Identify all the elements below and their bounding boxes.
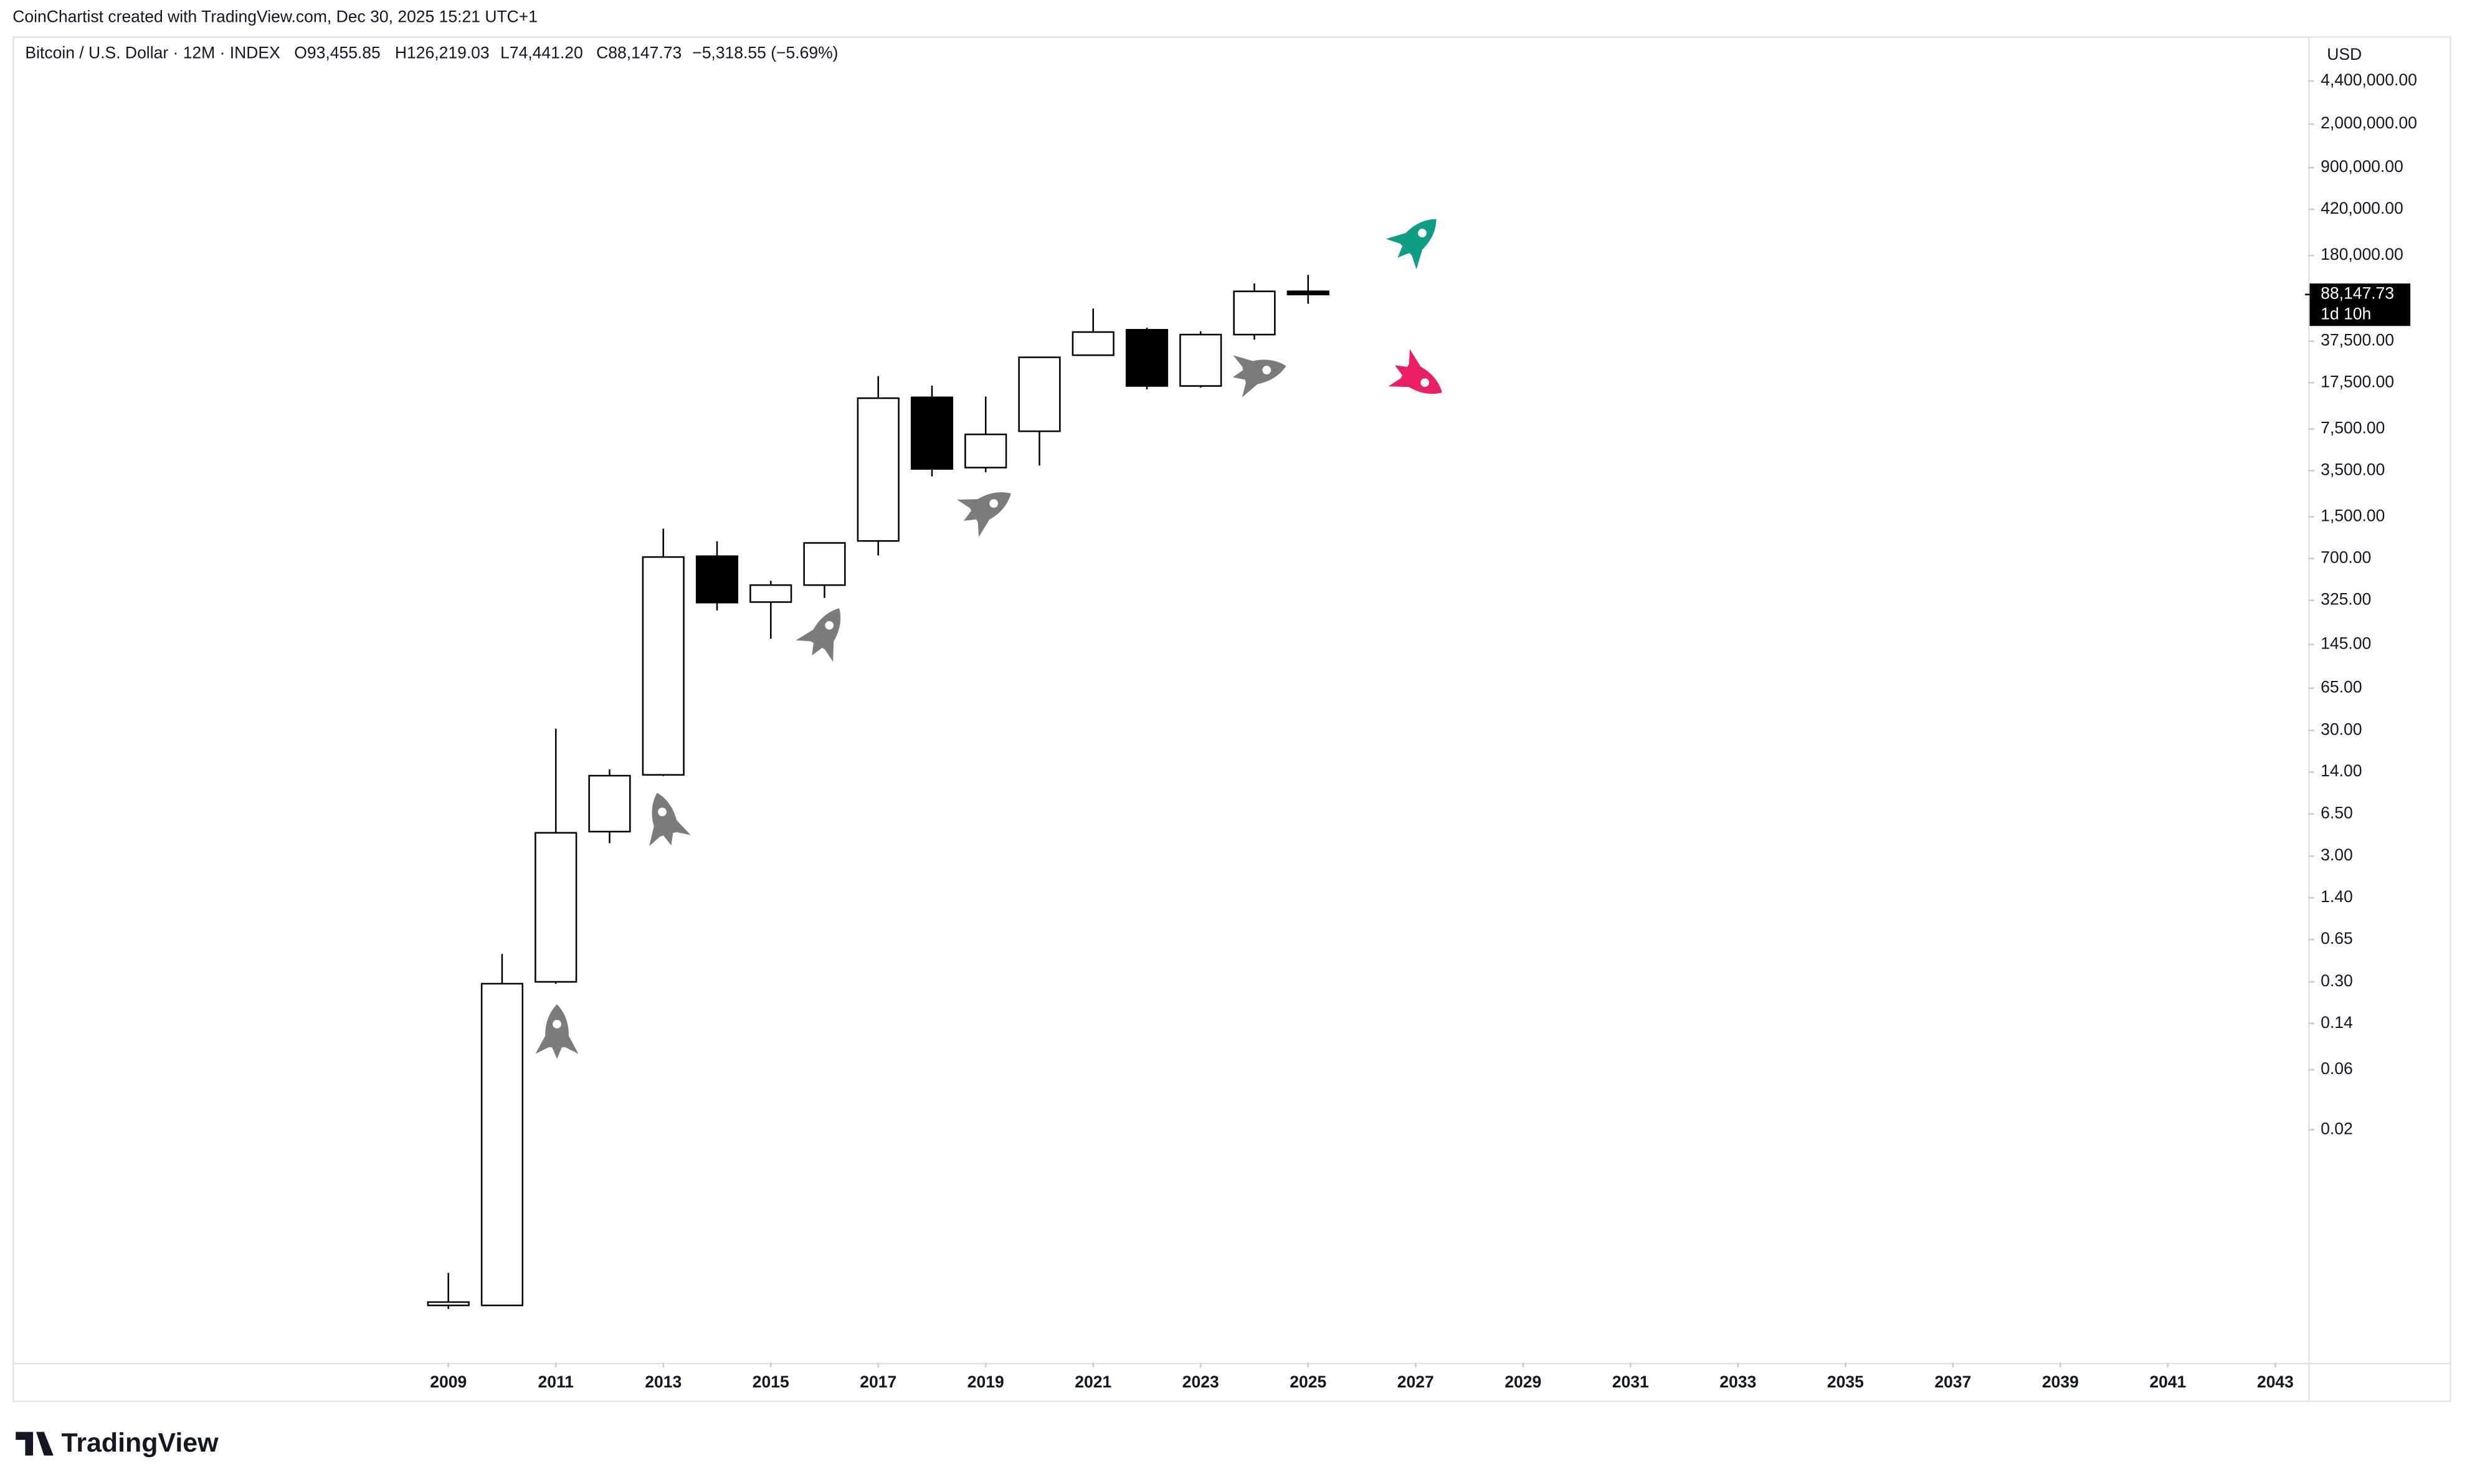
candle-body [1018, 356, 1061, 432]
candle-body [535, 832, 578, 983]
unit-bg [2309, 37, 2450, 73]
y-tick-label: 145.00 [2321, 634, 2371, 652]
y-tick-label: 700.00 [2321, 548, 2371, 566]
y-tick-label: 4,400,000.00 [2321, 70, 2417, 89]
x-tick-label: 2029 [1504, 1372, 1541, 1391]
brand-text: TradingView [61, 1428, 219, 1458]
y-tick-label: 3.00 [2321, 845, 2353, 864]
x-tick-label: 2019 [967, 1372, 1004, 1391]
y-tick-label: 2,000,000.00 [2321, 113, 2417, 132]
x-tick-label: 2013 [645, 1372, 682, 1391]
header: Bitcoin / U.S. Dollar · 12M · INDEX O93,… [25, 44, 838, 62]
candle-body [1286, 290, 1329, 295]
y-tick-label: 900,000.00 [2321, 157, 2403, 176]
x-tick-label: 2033 [1719, 1372, 1756, 1391]
symbol: Bitcoin / U.S. Dollar · 12M · INDEX [25, 44, 280, 62]
last-price-label: 88,147.73 [2321, 284, 2394, 303]
x-tick-label: 2017 [860, 1372, 896, 1391]
x-tick-label: 2021 [1075, 1372, 1111, 1391]
low-label: L74,441.20 [500, 44, 583, 62]
brand-logo [16, 1432, 54, 1456]
candle-body [642, 556, 685, 776]
x-tick-label: 2043 [2257, 1372, 2294, 1391]
candle-body [427, 1301, 470, 1306]
candle-body [588, 774, 631, 833]
credit: CoinChartist created with TradingView.co… [12, 7, 538, 26]
x-tick-label: 2009 [430, 1372, 467, 1391]
y-tick-label: 1.40 [2321, 887, 2353, 906]
open-label: O93,455.85 [294, 44, 381, 62]
candle-body [910, 396, 954, 470]
currency: USD [2327, 45, 2362, 64]
candle-body [1179, 333, 1222, 387]
y-tick-label: 37,500.00 [2321, 331, 2394, 350]
x-tick-label: 2037 [1934, 1372, 1971, 1391]
y-tick-label: 0.02 [2321, 1119, 2353, 1138]
x-tick-label: 2011 [538, 1372, 574, 1391]
candle-body [1125, 329, 1169, 387]
change-label: −5,318.55 (−5.69%) [692, 44, 838, 62]
y-tick-label: 14.00 [2321, 761, 2362, 780]
y-tick-label: 180,000.00 [2321, 245, 2403, 264]
close-label: C88,147.73 [596, 44, 682, 62]
y-tick-label: 65.00 [2321, 678, 2362, 697]
x-tick-label: 2031 [1612, 1372, 1649, 1391]
x-tick-label: 2015 [753, 1372, 789, 1391]
x-tick-label: 2041 [2149, 1372, 2186, 1391]
brand: TradingView [16, 1428, 219, 1458]
y-tick-label: 325.00 [2321, 590, 2371, 609]
x-tick-label: 2023 [1182, 1372, 1219, 1391]
y-tick-label: 30.00 [2321, 720, 2362, 738]
candle-body [803, 542, 846, 586]
x-tick-label: 2027 [1397, 1372, 1434, 1391]
high-label: H126,219.03 [395, 44, 490, 62]
y-tick-label: 3,500.00 [2321, 460, 2385, 478]
candle-body [480, 982, 524, 1306]
y-tick-label: 0.65 [2321, 929, 2353, 948]
candle-body [695, 555, 739, 604]
candle-body [749, 584, 792, 603]
x-tick-label: 2039 [2042, 1372, 2079, 1391]
y-tick-label: 1,500.00 [2321, 507, 2385, 525]
candle-body [1233, 290, 1276, 336]
y-tick-label: 420,000.00 [2321, 199, 2403, 217]
y-tick-label: 0.06 [2321, 1059, 2353, 1078]
x-tick-label: 2035 [1827, 1372, 1864, 1391]
y-tick-label: 17,500.00 [2321, 372, 2394, 391]
x-tick-label: 2025 [1290, 1372, 1326, 1391]
y-tick-label: 0.30 [2321, 971, 2353, 990]
candle-body [1072, 331, 1115, 356]
frame [12, 36, 2451, 1402]
plot [427, 275, 1329, 1309]
candle-body [857, 397, 900, 542]
y-tick-label: 0.14 [2321, 1013, 2353, 1032]
y-tick-label: 6.50 [2321, 803, 2353, 822]
candle-body [964, 433, 1007, 469]
countdown: 1d 10h [2321, 305, 2371, 323]
y-tick-label: 7,500.00 [2321, 419, 2385, 437]
last-price-box [2309, 283, 2411, 326]
